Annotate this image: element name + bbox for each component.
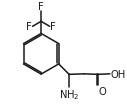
Text: F: F xyxy=(38,2,44,12)
Text: F: F xyxy=(50,22,56,32)
Text: OH: OH xyxy=(110,69,126,79)
Text: O: O xyxy=(98,86,106,96)
Text: NH$_2$: NH$_2$ xyxy=(59,88,79,102)
Text: F: F xyxy=(26,22,32,32)
